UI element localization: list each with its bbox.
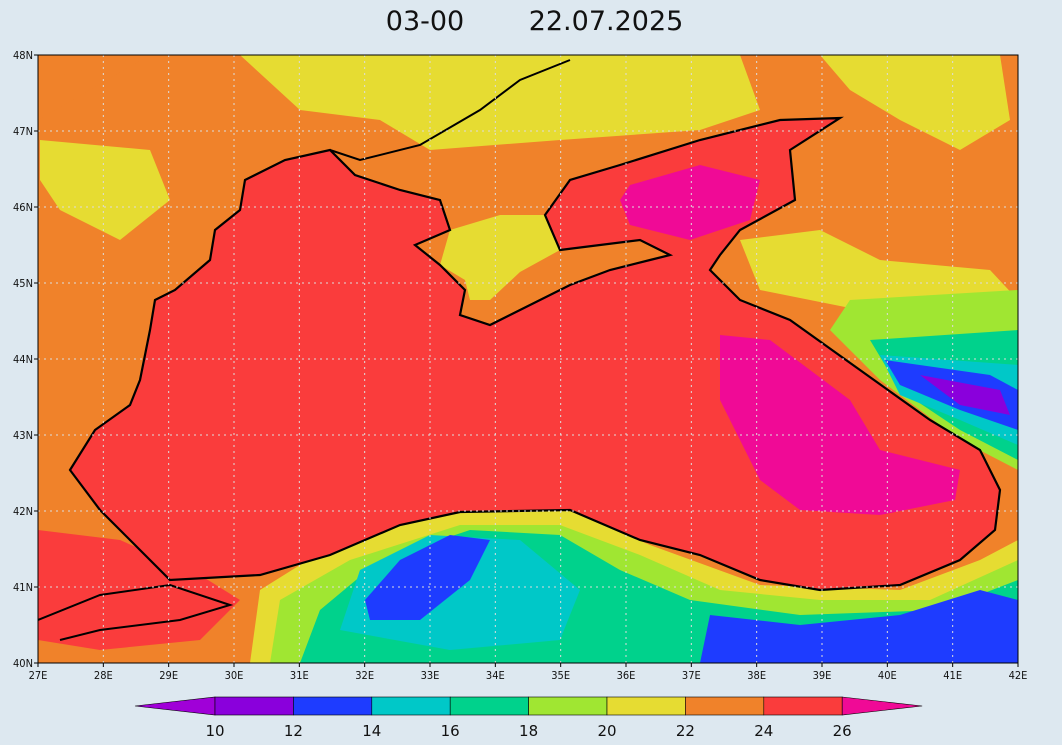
lat-label: 44N [13,353,33,366]
lat-label: 40N [13,657,33,670]
lon-label: 27E [29,669,48,682]
coastline [68,116,1002,592]
field-yellow-ne [820,55,1010,150]
colorbar-segment [449,696,529,716]
coastline-detail [38,59,571,641]
colorbar-label: 14 [362,722,381,740]
lon-label: 36E [617,669,636,682]
lat-label: 47N [13,125,33,138]
time-title: 03-00 [386,6,464,37]
lon-label: 35E [551,669,570,682]
colorbar-segment [606,696,686,716]
lon-label: 28E [94,669,113,682]
lon-label: 31E [290,669,309,682]
lon-label: 40E [878,669,897,682]
field-orange-nw [38,55,150,120]
lat-label: 48N [13,49,33,62]
lat-label: 45N [13,277,33,290]
colorbar-arrow-high [841,696,923,716]
colorbar-label: 16 [441,722,460,740]
field-blue-south [365,535,490,620]
colorbar-segment [214,696,294,716]
colorbar-label: 18 [519,722,538,740]
colorbar-label: 26 [833,722,852,740]
field-yellow-west [40,140,170,240]
colorbar: 10 12 14 16 18 20 22 24 26 [134,696,923,740]
sst-field [38,55,1018,663]
field-purple-east [920,375,1010,415]
lon-label: 38E [747,669,766,682]
colorbar-label: 24 [754,722,773,740]
colorbar-segment [293,696,373,716]
lon-label: 34E [486,669,505,682]
colorbar-label: 22 [676,722,695,740]
field-pink-east [720,335,960,515]
lon-label: 30E [225,669,244,682]
field-blue-se [700,590,1018,663]
lon-label: 33E [421,669,440,682]
colorbar-segment [685,696,765,716]
colorbar-label: 20 [597,722,616,740]
lon-label: 32E [355,669,374,682]
date-title: 22.07.2025 [529,6,684,37]
lon-label: 29E [159,669,178,682]
field-yellow-north [240,55,760,150]
field-yellow-crimea [440,215,560,300]
lon-label: 39E [813,669,832,682]
lon-label: 42E [1009,669,1028,682]
lat-label: 46N [13,201,33,214]
colorbar-segment [528,696,608,716]
colorbar-segment [763,696,843,716]
lat-label: 41N [13,581,33,594]
colorbar-segment [371,696,451,716]
graticule [38,55,1018,663]
colorbar-label: 12 [284,722,303,740]
colorbar-label: 10 [205,722,224,740]
lat-label: 42N [13,505,33,518]
field-pink-azov [620,165,760,240]
lon-label: 37E [682,669,701,682]
lon-label: 41E [943,669,962,682]
lat-label: 43N [13,429,33,442]
